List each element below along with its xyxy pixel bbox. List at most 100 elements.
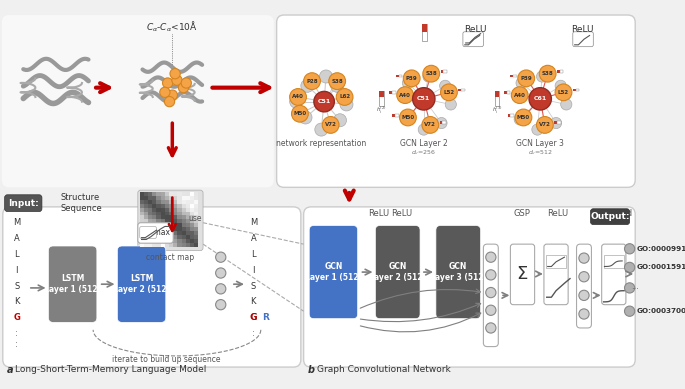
Text: A40: A40 (399, 93, 411, 98)
Bar (169, 196, 173, 200)
Text: Long-Short-Term-Memory Language Model: Long-Short-Term-Memory Language Model (15, 365, 206, 374)
Bar (152, 227, 156, 231)
Bar (177, 192, 182, 196)
Circle shape (440, 84, 458, 101)
Bar (194, 204, 199, 208)
FancyBboxPatch shape (510, 244, 534, 305)
Circle shape (486, 323, 496, 333)
Circle shape (412, 88, 435, 110)
Bar (177, 243, 182, 247)
Text: ReLU: ReLU (464, 25, 486, 34)
Text: b: b (308, 365, 314, 375)
Text: ReLU: ReLU (571, 25, 593, 34)
Bar (156, 235, 161, 239)
Bar (440, 70, 446, 73)
Circle shape (290, 95, 303, 108)
Bar (396, 75, 401, 77)
FancyBboxPatch shape (117, 246, 166, 322)
Circle shape (301, 79, 314, 92)
Bar (194, 200, 199, 204)
Circle shape (486, 305, 496, 315)
Bar (165, 243, 169, 247)
Text: M: M (13, 218, 21, 227)
Bar (186, 235, 190, 239)
Text: A: A (251, 234, 256, 243)
Text: M: M (250, 218, 257, 227)
Bar (140, 235, 144, 239)
Bar (140, 208, 144, 212)
Bar (161, 212, 165, 216)
Bar (144, 227, 148, 231)
Text: K: K (251, 297, 256, 307)
Circle shape (579, 272, 589, 282)
Bar (156, 216, 161, 219)
Text: $h_i^{(2)}$: $h_i^{(2)}$ (376, 104, 387, 116)
Circle shape (336, 89, 353, 105)
Bar (182, 212, 186, 216)
Text: use: use (189, 214, 202, 224)
Bar (152, 200, 156, 204)
Bar (144, 208, 148, 212)
FancyBboxPatch shape (544, 244, 568, 305)
Bar (144, 196, 148, 200)
Bar (148, 204, 152, 208)
Bar (169, 243, 173, 247)
Bar (177, 216, 182, 219)
Bar (186, 204, 190, 208)
Circle shape (329, 73, 345, 89)
Bar (169, 192, 173, 196)
Text: V72: V72 (539, 123, 551, 128)
Bar (156, 219, 161, 223)
Text: M50: M50 (401, 115, 414, 120)
Bar (161, 192, 165, 196)
Bar (190, 196, 194, 200)
Text: :: : (252, 329, 255, 338)
Bar (422, 25, 427, 41)
Bar (177, 231, 182, 235)
Bar (161, 204, 165, 208)
Circle shape (331, 79, 344, 92)
Bar (152, 204, 156, 208)
Bar (144, 239, 148, 243)
Bar (165, 212, 169, 216)
Circle shape (423, 71, 434, 82)
Bar (144, 200, 148, 204)
Text: M50: M50 (517, 115, 530, 120)
Bar (161, 223, 165, 227)
Bar (161, 216, 165, 219)
Circle shape (551, 117, 562, 129)
Bar (156, 243, 161, 247)
Bar (173, 212, 177, 216)
Bar (161, 208, 165, 212)
FancyBboxPatch shape (590, 209, 630, 224)
Circle shape (561, 99, 572, 110)
Circle shape (486, 270, 496, 280)
Text: GCN
Layer 3 (512): GCN Layer 3 (512) (429, 262, 487, 282)
Circle shape (515, 109, 532, 126)
Circle shape (181, 78, 191, 88)
FancyBboxPatch shape (5, 195, 42, 212)
Bar (165, 223, 169, 227)
Bar (148, 227, 152, 231)
Bar (392, 114, 398, 117)
Bar (173, 204, 177, 208)
Bar (144, 235, 148, 239)
Bar (152, 219, 156, 223)
Bar (173, 192, 177, 196)
Bar (152, 243, 156, 247)
Circle shape (579, 309, 589, 319)
Circle shape (440, 80, 451, 91)
Text: ReLU: ReLU (391, 209, 412, 218)
Bar (508, 114, 513, 117)
Bar (165, 231, 169, 235)
Bar (177, 223, 182, 227)
Text: I: I (252, 266, 255, 275)
Bar (140, 192, 144, 196)
Bar (190, 216, 194, 219)
Bar (161, 235, 165, 239)
Text: G: G (250, 313, 257, 322)
Circle shape (319, 70, 332, 83)
Bar (186, 219, 190, 223)
Circle shape (516, 77, 527, 89)
Text: LSTM
Layer 1 (512): LSTM Layer 1 (512) (44, 274, 101, 294)
